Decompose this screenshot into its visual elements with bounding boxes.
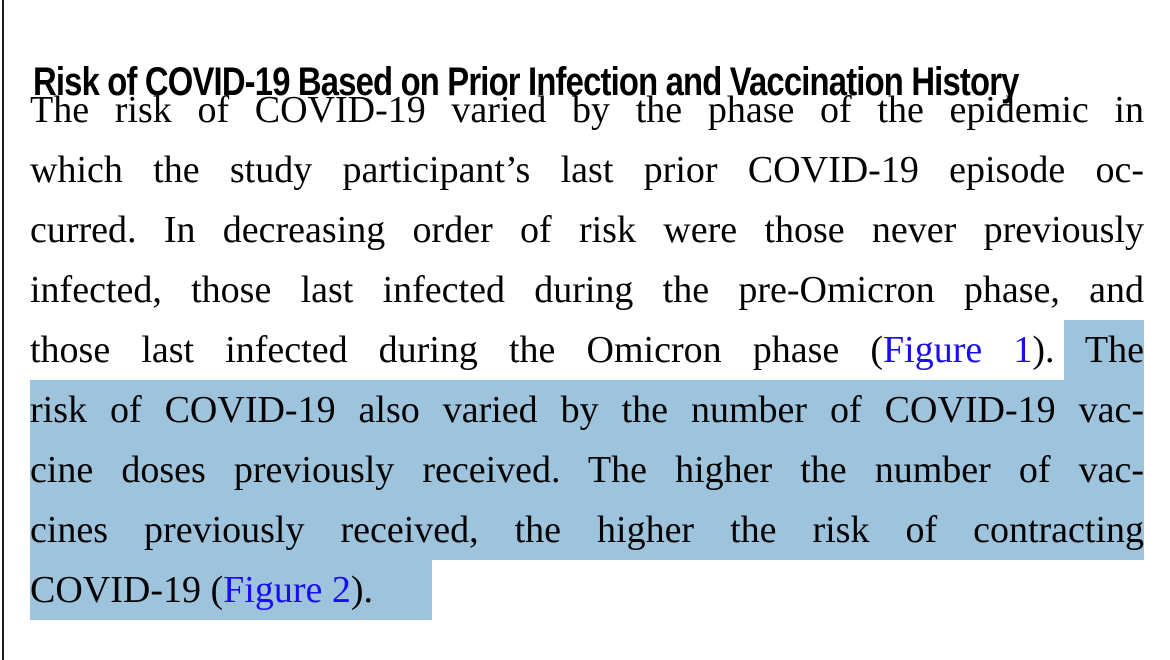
text-segment-highlighted: COVID-19 ( bbox=[30, 569, 224, 611]
body-paragraph: The risk of COVID-19 varied by the phase… bbox=[30, 80, 1144, 620]
text-segment-highlighted: cine doses previously received. The high… bbox=[30, 449, 1144, 491]
text-line: infected, those last infected during the… bbox=[30, 260, 1144, 320]
text-segment-highlighted: The bbox=[1084, 329, 1144, 371]
text-segment: those last infected during the Omicron p… bbox=[30, 329, 884, 371]
text-segment-highlighted: ). bbox=[350, 569, 374, 611]
text-segment-highlighted: cines previously received, the higher th… bbox=[30, 509, 1144, 551]
text-segment: curred. In decreasing order of risk were… bbox=[30, 209, 1144, 251]
text-segment: infected, those last infected during the… bbox=[30, 269, 1144, 311]
text-line: which the study participant’s last prior… bbox=[30, 140, 1144, 200]
text-line: risk of COVID-19 also varied by the numb… bbox=[30, 380, 1144, 440]
figure-1-link[interactable]: Figure 1 bbox=[883, 329, 1033, 371]
text-selection-highlight bbox=[1064, 320, 1144, 380]
text-line: curred. In decreasing order of risk were… bbox=[30, 200, 1144, 260]
text-line: cine doses previously received. The high… bbox=[30, 440, 1144, 500]
text-line: those last infected during the Omicron p… bbox=[30, 320, 1144, 380]
text-line: The risk of COVID-19 varied by the phase… bbox=[30, 80, 1144, 140]
text-selection-highlight bbox=[30, 380, 1144, 560]
section-heading: Risk of COVID-19 Based on Prior Infectio… bbox=[33, 60, 1019, 105]
text-segment: The risk of COVID-19 varied by the phase… bbox=[30, 89, 1144, 131]
text-segment-highlighted: risk of COVID-19 also varied by the numb… bbox=[30, 389, 1144, 431]
text-line: COVID-19 (Figure 2). bbox=[30, 560, 1144, 620]
text-segment: ). bbox=[1032, 329, 1085, 371]
column-rule-left bbox=[2, 0, 4, 660]
text-line: cines previously received, the higher th… bbox=[30, 500, 1144, 560]
figure-2-link[interactable]: Figure 2 bbox=[223, 569, 351, 611]
text-segment: which the study participant’s last prior… bbox=[30, 149, 1144, 191]
text-selection-highlight bbox=[30, 560, 432, 620]
